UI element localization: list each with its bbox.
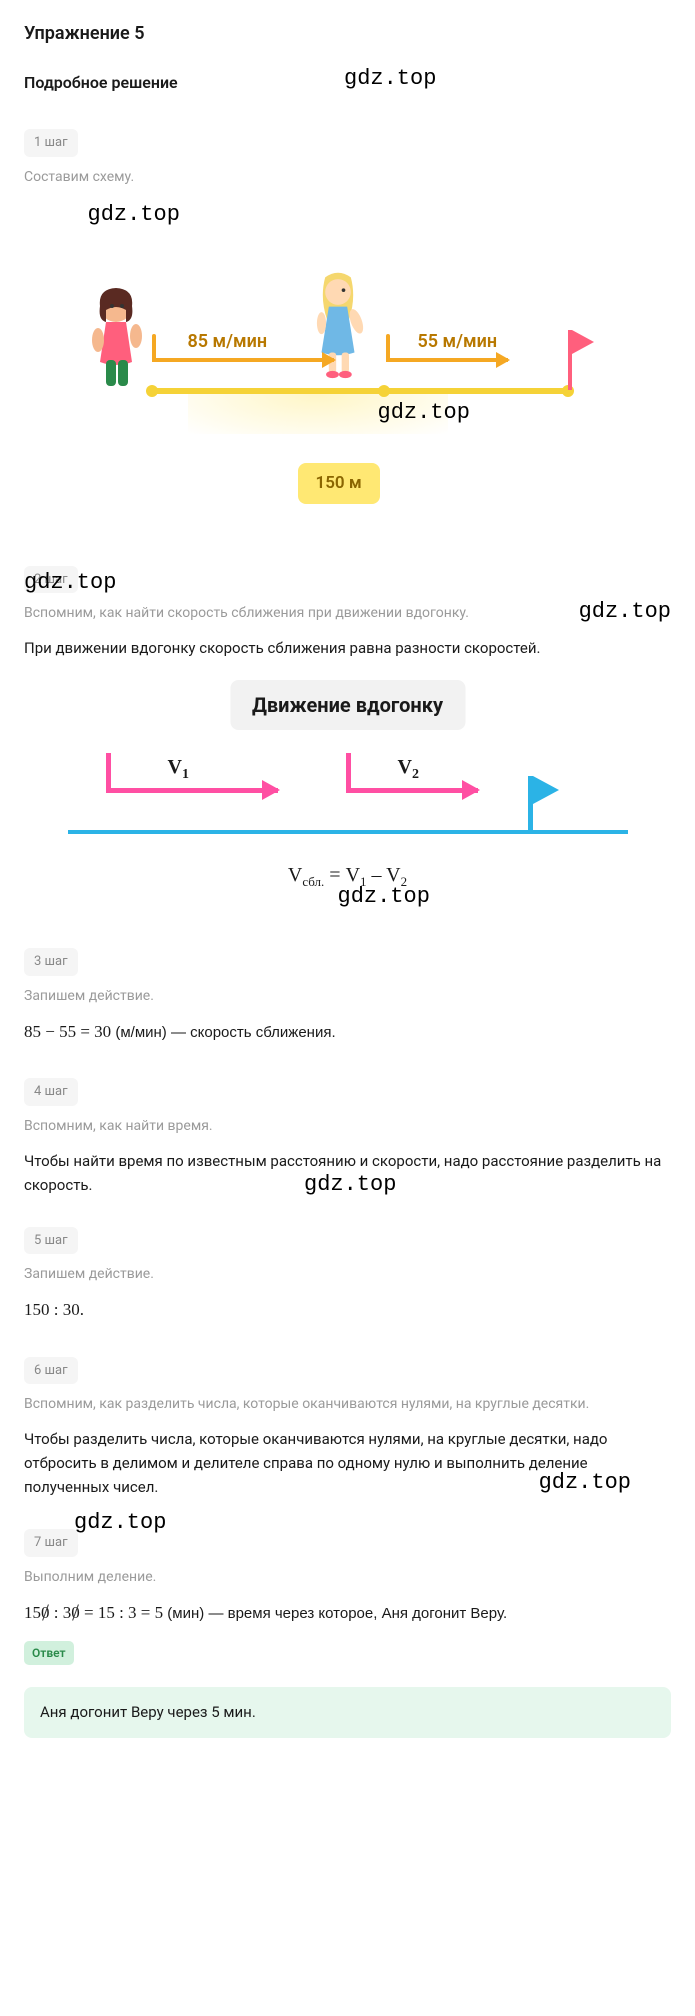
baseline <box>68 830 628 834</box>
step-badge: 6 шаг <box>24 1357 78 1385</box>
arrow-2 <box>388 358 508 362</box>
step-caption: Вспомним, как найти скорость сближения п… <box>24 603 671 624</box>
answer-label: Ответ <box>24 1641 74 1665</box>
step-caption: Вспомним, как найти время. <box>24 1116 671 1137</box>
watermark: gdz.top <box>88 198 180 231</box>
answer-box: Аня догонит Веру через 5 мин. <box>24 1687 671 1738</box>
diagram-chase: Движение вдогонку V1 V2 Vсбл. = V1 – V2 … <box>68 680 628 900</box>
flag-icon <box>528 776 533 831</box>
step-body: Чтобы разделить числа, которые оканчиваю… <box>24 1427 671 1499</box>
diagram2-title: Движение вдогонку <box>230 680 465 730</box>
step-body: Чтобы найти время по известным расстояни… <box>24 1149 671 1197</box>
speed-label-1: 85 м/мин <box>188 328 268 355</box>
step-caption: Запишем действие. <box>24 1264 671 1285</box>
step-badge: 7 шаг <box>24 1529 78 1557</box>
girl1-icon <box>78 284 158 394</box>
watermark: gdz.top <box>304 1167 396 1202</box>
distance-label: 150 м <box>298 463 380 505</box>
step-math: 150 : 30 = 15 : 3 = 5 (мин) — время чере… <box>24 1600 671 1626</box>
section-subtitle: Подробное решение <box>24 71 671 95</box>
v2-label: V2 <box>398 752 419 785</box>
step-badge: 1 шаг <box>24 129 78 157</box>
track-glow <box>188 394 448 434</box>
step-math: 85 − 55 = 30 (м/мин) — скорость сближени… <box>24 1019 671 1045</box>
watermark: gdz.top <box>74 1505 166 1540</box>
speed-label-2: 55 м/мин <box>418 328 498 355</box>
step-badge: 2 шаг <box>24 566 78 594</box>
track-point <box>378 385 390 397</box>
step-math: 150 : 30. <box>24 1297 671 1323</box>
track-point <box>146 385 158 397</box>
diagram-scheme: gdz.top 85 м/мин 55 м/мин gdz.top 150 м <box>68 208 628 508</box>
page-title: Упражнение 5 <box>24 20 671 47</box>
step-body: При движении вдогонку скорость сближения… <box>24 636 671 660</box>
arrow-v2 <box>348 788 478 793</box>
step-caption: Запишем действие. <box>24 986 671 1007</box>
formula: Vсбл. = V1 – V2 <box>68 860 628 892</box>
step-badge: 3 шаг <box>24 948 78 976</box>
arrow-v1 <box>108 788 278 793</box>
flag-icon <box>568 330 572 390</box>
step-badge: 4 шаг <box>24 1078 78 1106</box>
step-caption: Вспомним, как разделить числа, которые о… <box>24 1394 671 1415</box>
v1-label: V1 <box>168 752 189 785</box>
arrow-1 <box>154 358 334 362</box>
step-badge: 5 шаг <box>24 1227 78 1255</box>
step-caption: Составим схему. <box>24 167 671 188</box>
step-caption: Выполним деление. <box>24 1567 671 1588</box>
